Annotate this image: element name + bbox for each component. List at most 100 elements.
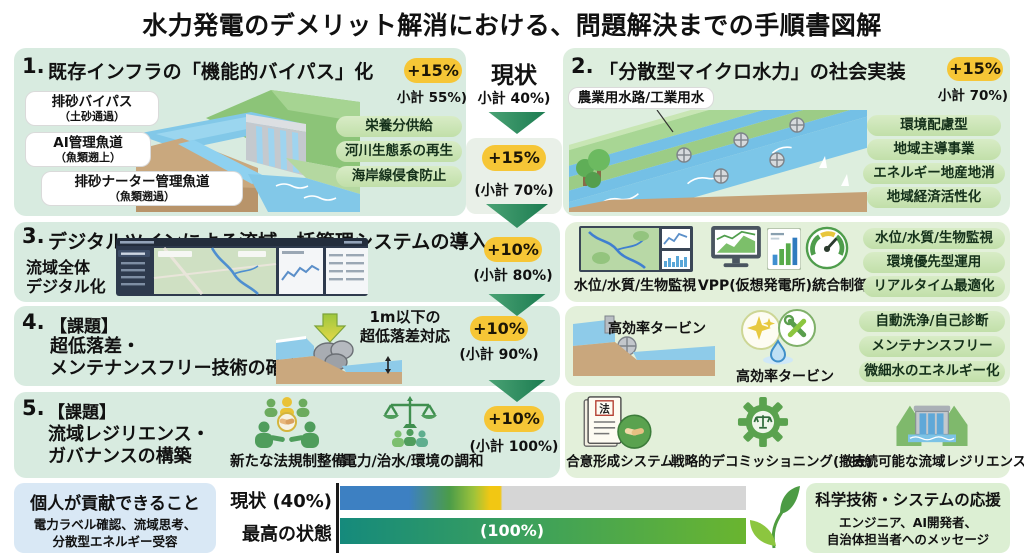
channels-illustration (569, 110, 867, 212)
section3-panel: 3. デジタルツインによる流域一括管理システムの導入 流域全体 デジタル化 (14, 222, 560, 302)
gear-decommission-icon (737, 396, 789, 448)
section1-chip: 河川生態系の再生 (336, 141, 462, 162)
section4-chip: メンテナンスフリー (859, 336, 1005, 357)
section2-chip: エネルギー地産地消 (863, 163, 1005, 184)
section1-heading: 既存インフラの「機能的バイパス」化 (48, 61, 374, 83)
section5-number: 5. (22, 396, 45, 420)
section4-subtotal: (小計 90%) (459, 347, 539, 363)
dam-front-icon (896, 405, 968, 446)
support-line2: 自治体担当者へのメッセージ (826, 532, 990, 547)
current-progress-bar (340, 486, 746, 510)
section5-law-label: 新たな法規制整備 (230, 454, 346, 470)
section2-subtotal: 小計 70%) (937, 88, 1009, 104)
flow-current-subtotal: 小計 40%) (477, 91, 551, 107)
personal-line1: 電力ラベル確認、流域思考、 (33, 517, 197, 532)
section5-harmony-label: 電力/治水/環境の調和 (342, 454, 484, 470)
law-character: 法 (599, 402, 610, 415)
dashboard-screenshot (116, 238, 368, 296)
section4-panel: 4. 【課題】 超低落差・ メンテナンスフリー技術の確立 1m以下の 超低落差対… (14, 306, 560, 386)
bar-axis-line (336, 483, 339, 553)
support-title: 科学技術・システムの応援 (815, 491, 1001, 509)
flow-arrow-down-icon (488, 294, 546, 316)
section5-decommission-label: 戦略的デコミッショニング(撤去) (671, 454, 873, 470)
section2-number: 2. (571, 54, 594, 78)
section5-heading-line2: 流域レジリエンス・ (48, 424, 210, 445)
gauge-icon (805, 226, 849, 270)
scope-line: 流域全体 (26, 258, 91, 277)
balance-scales-icon (383, 396, 437, 447)
section3-subtotal: (小計 80%) (473, 268, 553, 284)
personal-title: 個人が貢献できること (30, 494, 200, 514)
label-subtext: （魚類遡上） (55, 151, 121, 164)
section3-chip: 水位/水質/生物監視 (863, 228, 1005, 249)
bar-chart-icon (767, 228, 801, 270)
section5-right-panel: 法 合意形成システム (565, 392, 1024, 478)
section4-heading-line2: 超低落差・ (50, 336, 140, 357)
page-title: 水力発電のデメリット解消における、問題解決までの手順書図解 (142, 11, 882, 40)
maintenance-free-icons (741, 309, 816, 365)
section3-number: 3. (22, 224, 45, 248)
section5-heading-line3: ガバナンスの構築 (48, 446, 192, 467)
section1-label-fishway: AI管理魚道 （魚類遡上） (26, 133, 150, 166)
section5-panel: 5. 【課題】 流域レジリエンス・ ガバナンスの構築 新たな法規制整備 (14, 392, 560, 478)
section2-chip: 地域主導事業 (867, 139, 1001, 160)
section4-badge: +10% (470, 316, 528, 341)
section1-subtotal: 小計 55%) (396, 90, 468, 106)
section5-resilience-label: 持続可能な流域レジリエンス (851, 454, 1024, 470)
section1-label-sediment: 排砂ナーター管理魚道 （魚類遡過） (42, 172, 242, 205)
label-subtext: （土砂通過） (59, 110, 125, 123)
section1-chip: 栄養分供給 (336, 116, 462, 137)
flow-step1-badge: +15% (482, 145, 546, 171)
label-text: AI管理魚道 (53, 135, 123, 151)
section1-chip: 海岸線侵食防止 (336, 166, 462, 187)
flow-step1-box: +15% (小計 70%) (466, 138, 562, 214)
vpp-monitor-icon (711, 226, 761, 268)
section3-vpp-label: VPP(仮想発電所)統合制御 (697, 278, 869, 294)
section3-chip: 環境優先型運用 (863, 252, 1005, 273)
section2-badge: +15% (947, 57, 1003, 81)
section4-icons-label: 高効率タービン (736, 369, 834, 385)
section3-scope-label: 流域全体 デジタル化 (26, 258, 106, 296)
note-line: 超低落差対応 (359, 327, 450, 345)
personal-line2: 分散型エネルギー受容 (52, 534, 178, 549)
note-line: 1m以下の (369, 308, 441, 326)
flow-arrow-down-icon (488, 380, 546, 402)
section4-note: 1m以下の 超低落差対応 (326, 308, 484, 346)
section2-panel: 2. 「分散型マイクロ水力」の社会実装 +15% 小計 70%) 農業用水路/工… (563, 48, 1010, 216)
low-head-turbine-illustration (276, 313, 402, 384)
section2-chip: 環境配慮型 (867, 115, 1001, 136)
section5-badge: +10% (484, 406, 544, 432)
section3-badge: +10% (484, 237, 542, 262)
personal-contribution-box: 個人が貢献できること 電力ラベル確認、流域思考、 分散型エネルギー受容 (14, 483, 216, 553)
section5-tag: 【課題】 (48, 403, 116, 423)
scope-line: デジタル化 (26, 277, 106, 296)
label-subtext: （魚類遡過） (109, 190, 175, 203)
label-text: 農業用水路/工業用水 (577, 90, 705, 106)
bar-current-label: 現状 (40%) (230, 491, 332, 512)
section5-subtotal: (小計 100%) (469, 439, 559, 455)
label-text: 排砂バイパス (51, 94, 133, 110)
law-document-icon: 法 (583, 396, 652, 449)
section2-water-label: 農業用水路/工業用水 (569, 88, 713, 108)
flow-step1-subtotal: (小計 70%) (474, 183, 554, 199)
section1-panel: 1. 既存インフラの「機能的バイパス」化 +15% 小計 55%) 排砂バイパス (14, 48, 467, 216)
people-handshake-icon (255, 397, 319, 448)
section4-heading-line3: メンテナンスフリー技術の確立 (50, 358, 302, 379)
label-text: 排砂ナーター管理魚道 (74, 174, 210, 190)
flow-arrow-down-icon (486, 204, 548, 228)
support-line1: エンジニア、AI開発者、 (838, 515, 978, 530)
bar-best-label: 最高の状態 (242, 524, 332, 545)
map-monitoring-icon (579, 226, 693, 272)
section3-right-panel: 水位/水質/生物監視 VPP(仮想 (565, 222, 1010, 302)
section4-turbine-label: 高効率タービン (608, 321, 706, 337)
support-message-box: 科学技術・システムの応援 エンジニア、AI開発者、 自治体担当者へのメッセージ (806, 483, 1010, 553)
best-progress-bar: (100%) (340, 518, 746, 544)
section4-right-panel: 高効率タービン 高効率タービン 自動洗浄/自己診断 メンテナンスフリー 微細水の… (565, 306, 1010, 386)
section4-number: 4. (22, 310, 45, 334)
section1-badge: +15% (404, 58, 462, 83)
section3-chip: リアルタイム最適化 (863, 276, 1005, 297)
section1-label-bypass: 排砂バイパス （土砂通過） (26, 92, 158, 125)
section4-chip: 自動洗浄/自己診断 (859, 311, 1005, 332)
section5-consensus-label: 合意形成システム (566, 454, 674, 470)
